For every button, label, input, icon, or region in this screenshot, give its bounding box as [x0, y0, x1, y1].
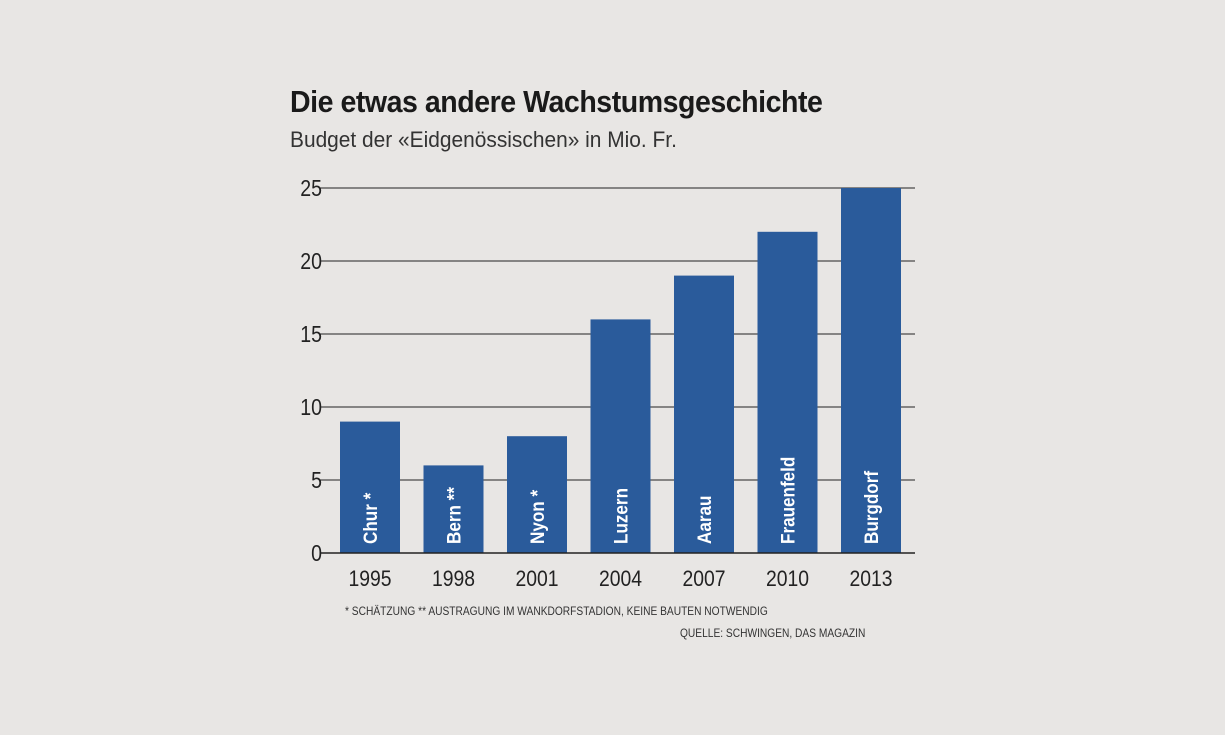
- bar-label: Frauenfeld: [778, 457, 799, 544]
- x-tick-label: 2013: [849, 567, 892, 591]
- y-tick-label: 0: [311, 541, 322, 567]
- x-tick-label: 1998: [432, 567, 475, 591]
- x-tick-label: 2001: [515, 567, 558, 591]
- bar-label: Bern **: [444, 486, 465, 544]
- source-note: QUELLE: SCHWINGEN, DAS MAGAZIN: [680, 626, 866, 640]
- footnote: * SCHÄTZUNG ** AUSTRAGUNG IM WANKDORFSTA…: [345, 604, 768, 618]
- y-tick-label: 10: [300, 395, 322, 421]
- bar: [757, 231, 818, 554]
- bar-label: Aarau: [694, 496, 715, 544]
- bar: [590, 319, 651, 553]
- bar: [423, 465, 484, 553]
- chart-subtitle: Budget der «Eidgenössischen» in Mio. Fr.: [290, 127, 677, 152]
- bar: [674, 275, 734, 553]
- x-tick-label: 2004: [599, 567, 642, 591]
- bar: [507, 436, 567, 553]
- x-tick-label: 2010: [766, 567, 809, 591]
- bar: [340, 421, 400, 553]
- chart-title: Die etwas andere Wachstumsgeschichte: [290, 84, 823, 119]
- bar-label: Luzern: [611, 488, 632, 544]
- x-tick-label: 1995: [348, 567, 391, 591]
- y-tick-label: 5: [311, 468, 322, 494]
- x-tick-label: 2007: [682, 567, 725, 591]
- y-tick-label: 20: [300, 249, 322, 275]
- bar-label: Nyon *: [527, 489, 548, 544]
- bar-label: Burgdorf: [861, 470, 882, 544]
- y-tick-label: 15: [300, 322, 322, 348]
- bar-label: Chur *: [360, 492, 381, 544]
- y-tick-label: 25: [300, 176, 322, 202]
- bar: [841, 188, 901, 553]
